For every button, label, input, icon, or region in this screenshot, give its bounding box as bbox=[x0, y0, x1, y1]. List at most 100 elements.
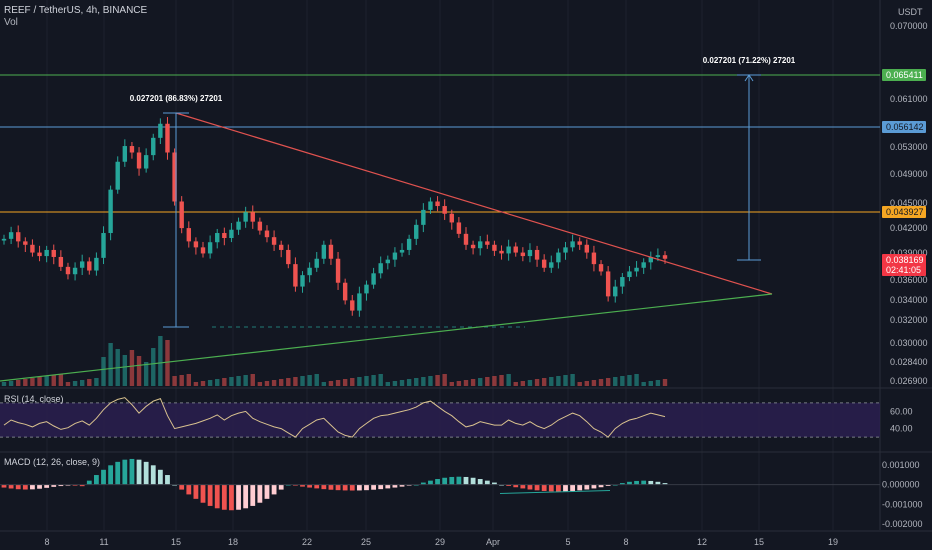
volume-bar bbox=[193, 382, 199, 386]
candle-body bbox=[229, 229, 234, 239]
candle-body bbox=[627, 271, 632, 278]
macd-histogram-bar bbox=[278, 484, 284, 490]
macd-histogram-bar bbox=[51, 484, 57, 487]
measure-annotations: 0.027201 (86.83%) 27201 0.027201 (71.22%)… bbox=[130, 56, 796, 328]
macd-histogram-bar bbox=[165, 475, 170, 485]
time-tick-label: 22 bbox=[302, 537, 312, 547]
price-tag-bg bbox=[882, 254, 926, 266]
volume-bar bbox=[207, 380, 213, 386]
macd-histogram-bar bbox=[93, 475, 99, 485]
macd-histogram-bar bbox=[392, 484, 398, 488]
candle-body bbox=[186, 228, 191, 242]
volume-bar bbox=[655, 380, 661, 386]
macd-histogram-bar bbox=[619, 483, 625, 485]
candle-body bbox=[634, 267, 639, 272]
macd-histogram-bar bbox=[193, 484, 199, 499]
candle-body bbox=[72, 267, 78, 275]
macd-histogram-bar bbox=[534, 484, 540, 491]
candle-body bbox=[236, 221, 241, 230]
macd-histogram-bar bbox=[541, 484, 547, 491]
candle-body bbox=[449, 213, 454, 223]
candle-body bbox=[300, 275, 305, 287]
horizontal-levels bbox=[0, 74, 880, 328]
candle-body bbox=[563, 247, 568, 253]
volume-bar bbox=[122, 355, 128, 386]
macd-histogram-bar bbox=[420, 482, 426, 485]
candle-body bbox=[122, 146, 128, 162]
volume-bar bbox=[222, 378, 227, 386]
candle-body bbox=[65, 266, 71, 275]
volume-bar bbox=[492, 376, 497, 386]
volume-bar bbox=[328, 381, 334, 386]
volume-bar bbox=[335, 380, 341, 386]
macd-histogram-bar bbox=[214, 484, 220, 509]
volume-bar bbox=[456, 381, 462, 386]
time-tick-label: 15 bbox=[754, 537, 764, 547]
macd-histogram-bar bbox=[442, 477, 448, 485]
candle-body bbox=[264, 230, 270, 238]
macd-histogram-bar bbox=[577, 484, 583, 491]
macd-histogram-bar bbox=[307, 484, 313, 488]
price-tag-label: 0.038169 bbox=[886, 255, 924, 265]
volume-bar bbox=[399, 380, 405, 386]
candle-body bbox=[662, 255, 668, 259]
time-tick-label: 18 bbox=[228, 537, 238, 547]
candle-body bbox=[414, 224, 419, 239]
macd-histogram-bar bbox=[200, 484, 206, 503]
price-tick-label: 0.036000 bbox=[890, 275, 928, 285]
volume-bar bbox=[293, 377, 298, 386]
candle-body bbox=[655, 255, 661, 257]
volume-bar bbox=[58, 374, 64, 386]
macd-histogram-bar bbox=[662, 483, 668, 485]
candle-body bbox=[243, 212, 248, 222]
macd-histogram-bar bbox=[44, 484, 50, 488]
symbol-title: REEF / TetherUS, 4h, BINANCE bbox=[4, 5, 148, 16]
candle-body bbox=[371, 273, 376, 285]
macd-histogram-bar bbox=[456, 476, 462, 485]
candle-body bbox=[456, 222, 462, 234]
volume-bar bbox=[478, 378, 483, 386]
macd-histogram-bar bbox=[648, 480, 654, 485]
volume-bar bbox=[620, 376, 625, 386]
candle-body bbox=[321, 244, 327, 259]
volume-bar bbox=[357, 377, 362, 386]
macd-histogram-bar bbox=[314, 484, 320, 489]
ascending-trendline bbox=[0, 293, 773, 382]
price-tag-label: 0.056142 bbox=[886, 122, 924, 132]
price-tag-bg bbox=[882, 69, 926, 81]
price-tick-label: 0.039000 bbox=[890, 248, 928, 258]
macd-histogram-bar bbox=[641, 480, 647, 485]
candle-body bbox=[58, 256, 64, 267]
macd-histogram-bar bbox=[293, 484, 298, 486]
macd-histogram-bar bbox=[634, 480, 639, 485]
price-tag-bg bbox=[882, 121, 926, 133]
candle-body bbox=[549, 262, 554, 268]
volume-bar bbox=[385, 382, 391, 386]
macd-histogram-bar bbox=[506, 484, 512, 486]
macd-histogram-bar bbox=[186, 484, 192, 495]
macd-histogram-bar bbox=[58, 484, 64, 487]
volume-bar bbox=[513, 382, 518, 386]
macd-histogram-bar bbox=[328, 484, 334, 490]
macd-histogram-bar bbox=[655, 481, 661, 485]
volume-bar bbox=[101, 357, 106, 386]
candle-body bbox=[534, 249, 540, 260]
price-tick-label: 0.061000 bbox=[890, 94, 928, 104]
volume-bar bbox=[271, 380, 277, 386]
candle-body bbox=[385, 259, 391, 264]
macd-histogram-bar bbox=[605, 484, 611, 486]
candle-body bbox=[129, 146, 135, 153]
volume-bar bbox=[520, 381, 526, 386]
volume-bar bbox=[414, 378, 419, 386]
candle-body bbox=[328, 244, 334, 259]
macd-histogram-bar bbox=[570, 484, 576, 491]
candle-body bbox=[51, 249, 56, 257]
volume-bar bbox=[79, 380, 85, 386]
candle-body bbox=[30, 244, 35, 253]
rsi-pane: RSI (14, close) bbox=[0, 394, 880, 438]
volume-bar bbox=[342, 379, 348, 386]
price-tag-label: 02:41:05 bbox=[886, 265, 921, 275]
candle-body bbox=[463, 233, 469, 245]
macd-histogram-bar bbox=[484, 480, 490, 485]
